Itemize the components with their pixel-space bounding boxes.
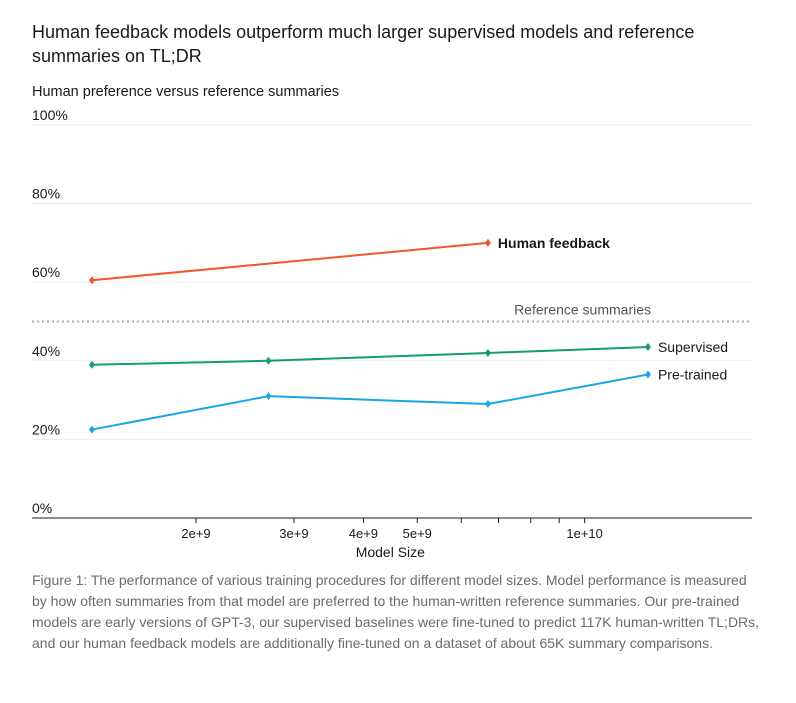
pre-trained-point bbox=[265, 392, 272, 401]
human-feedback-point bbox=[89, 276, 95, 285]
supervised-point bbox=[265, 356, 272, 365]
y-tick-label: 0% bbox=[32, 500, 52, 516]
x-axis-label: Model Size bbox=[356, 544, 425, 560]
pre-trained-line bbox=[91, 373, 649, 431]
chart-title: Human feedback models outperform much la… bbox=[32, 22, 695, 66]
human-feedback-series-label: Human feedback bbox=[498, 235, 610, 251]
x-tick-label: 5e+9 bbox=[403, 526, 432, 541]
line-chart: 0% 20% 40% 60% 80% 100% 2e+9 3e+9 4e+9 5e+9 1e+10 M… bbox=[32, 107, 752, 560]
supervised-point bbox=[484, 348, 491, 357]
pre-trained-series-label: Pre-trained bbox=[658, 367, 727, 383]
y-tick-label: 20% bbox=[32, 421, 60, 437]
x-tick-label: 3e+9 bbox=[279, 526, 308, 541]
pre-trained-point bbox=[644, 370, 651, 379]
chart-subtitle: Human preference versus reference summar… bbox=[32, 84, 340, 100]
human-feedback-line bbox=[91, 241, 489, 282]
x-tick-label: 1e+10 bbox=[566, 526, 603, 541]
reference-label: Reference summaries bbox=[514, 302, 651, 318]
supervised-point bbox=[644, 343, 651, 352]
supervised-point bbox=[89, 360, 95, 369]
y-tick-label: 60% bbox=[32, 264, 60, 280]
human-feedback-point bbox=[484, 238, 491, 247]
pre-trained-point bbox=[484, 400, 491, 409]
y-tick-label: 100% bbox=[32, 107, 68, 123]
x-tick-label: 4e+9 bbox=[349, 526, 378, 541]
y-tick-label: 40% bbox=[32, 343, 60, 359]
pre-trained-point bbox=[89, 425, 95, 434]
figure-caption: Figure 1: The performance of various tra… bbox=[32, 572, 760, 651]
supervised-line bbox=[91, 346, 649, 366]
x-tick-label: 2e+9 bbox=[181, 526, 210, 541]
supervised-series-label: Supervised bbox=[658, 339, 728, 355]
y-tick-label: 80% bbox=[32, 186, 60, 202]
